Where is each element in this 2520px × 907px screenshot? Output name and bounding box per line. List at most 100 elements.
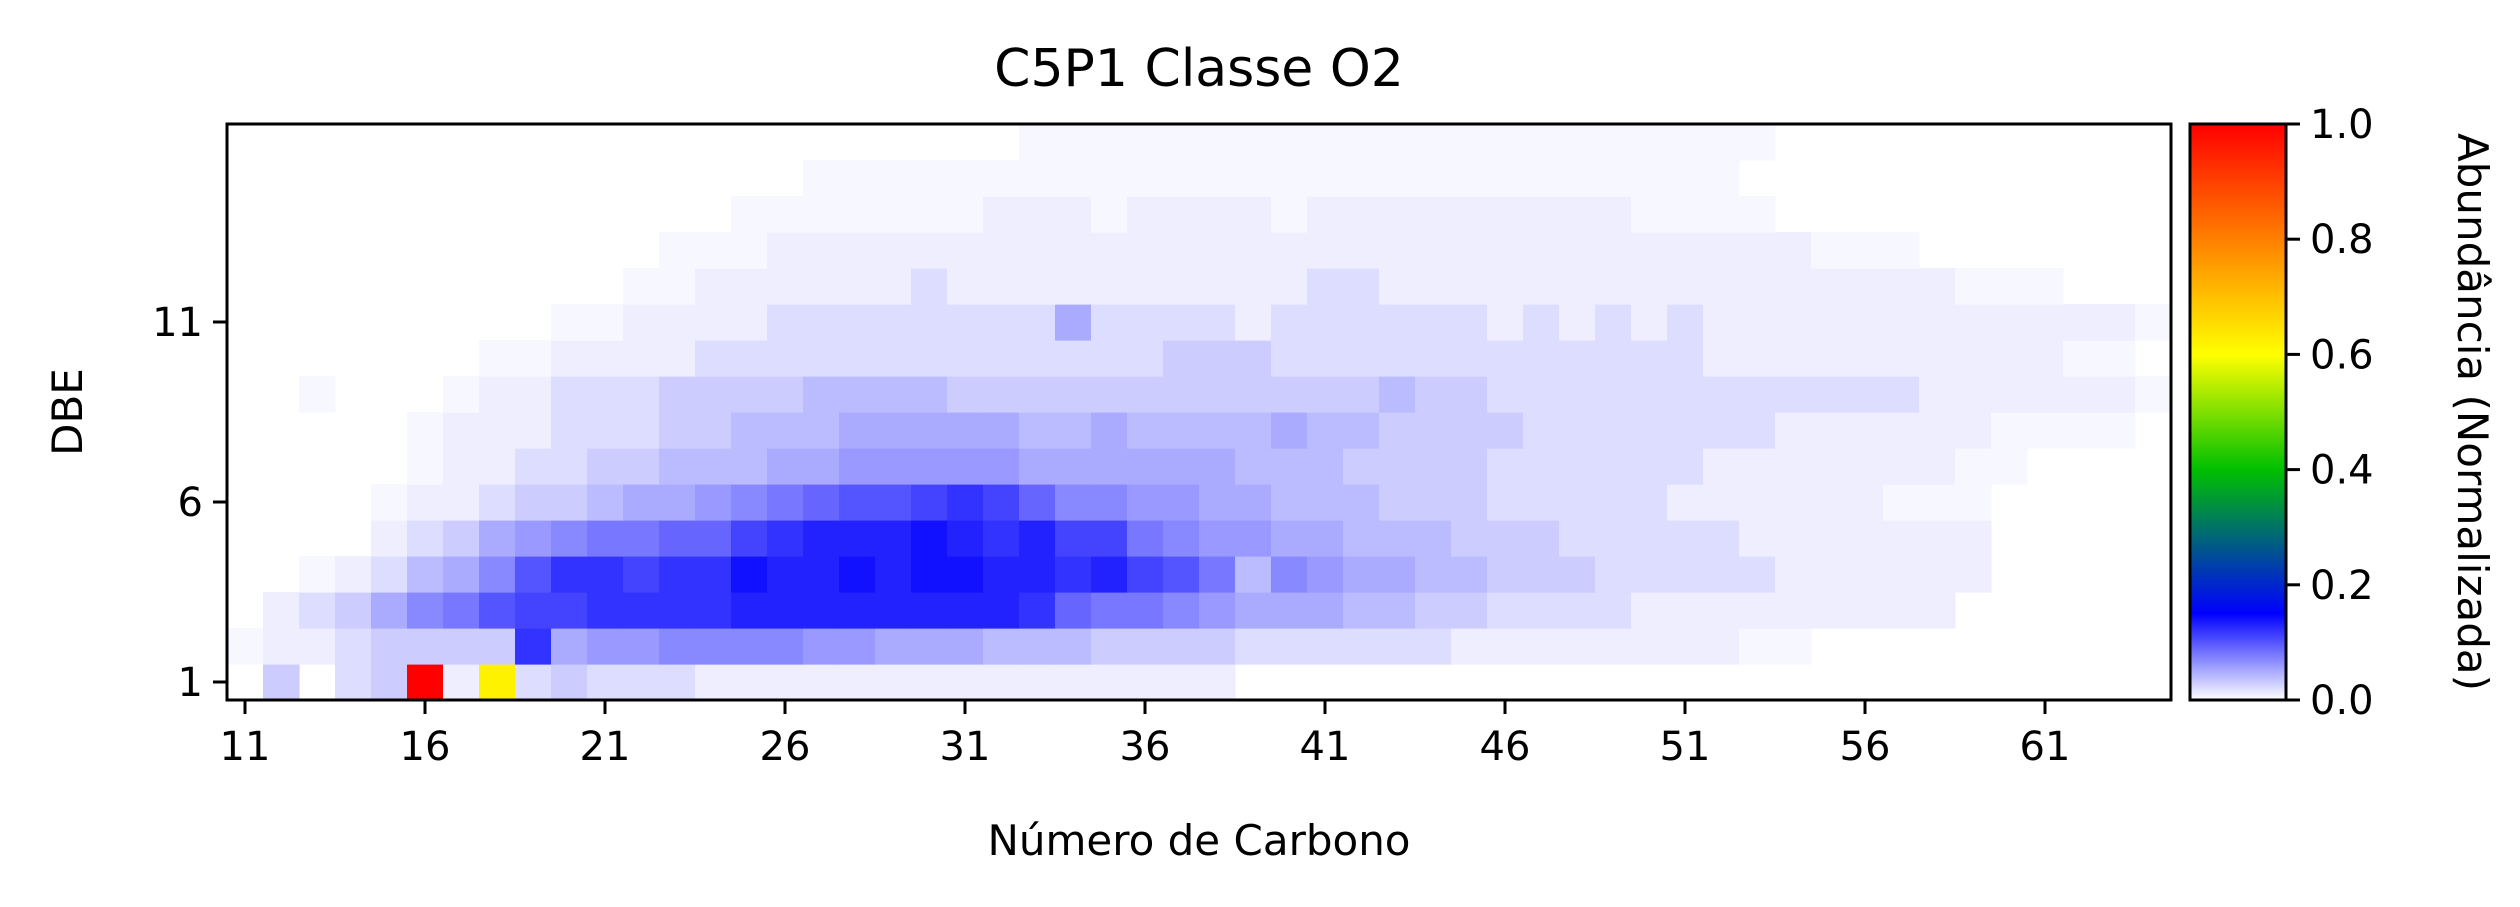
heatmap-cell (1883, 304, 1920, 341)
heatmap-cell (1955, 520, 1992, 557)
heatmap-cell (695, 592, 732, 629)
heatmap-cell (1307, 376, 1344, 413)
heatmap-cell (1127, 268, 1164, 305)
heatmap-cell (1811, 232, 1848, 269)
heatmap-cell (983, 412, 1020, 449)
heatmap-cell (1415, 340, 1452, 377)
heatmap-cell (443, 520, 480, 557)
heatmap-cell (587, 484, 624, 521)
heatmap-cell (1919, 520, 1956, 557)
heatmap-cell (1163, 232, 1200, 269)
heatmap-cell (1415, 196, 1452, 233)
chart-title: C5P1 Classe O2 (994, 39, 1404, 99)
heatmap-cell (1235, 268, 1272, 305)
heatmap-cell (1091, 304, 1128, 341)
heatmap-cell (1235, 124, 1272, 161)
heatmap-cell (2027, 376, 2064, 413)
heatmap-cell (1775, 232, 1812, 269)
heatmap-cell (1595, 340, 1632, 377)
y-tick-label: 1 (178, 660, 203, 706)
heatmap-cell (1271, 484, 1308, 521)
heatmap-cell (1523, 160, 1560, 197)
heatmap-cell (911, 484, 948, 521)
heatmap-cell (371, 520, 408, 557)
heatmap-cell (371, 484, 408, 521)
heatmap-cell (1811, 340, 1848, 377)
heatmap-cell (803, 232, 840, 269)
heatmap-cell (1559, 232, 1596, 269)
heatmap-cell (1595, 232, 1632, 269)
heatmap-cell (1019, 412, 1056, 449)
heatmap-cell (695, 484, 732, 521)
heatmap-cell (1883, 484, 1920, 521)
heatmap-cell (1127, 376, 1164, 413)
heatmap-cell (1595, 196, 1632, 233)
x-tick-label: 16 (400, 724, 451, 770)
heatmap-cell (407, 628, 444, 665)
heatmap-cell (1883, 592, 1920, 629)
heatmap-cell (1703, 340, 1740, 377)
heatmap-cell (1055, 268, 1092, 305)
heatmap-cell (1271, 628, 1308, 665)
heatmap-cell (1739, 232, 1776, 269)
heatmap-cell (443, 412, 480, 449)
heatmap-cell (1847, 592, 1884, 629)
heatmap-cell (1163, 448, 1200, 485)
heatmap-cell (479, 376, 516, 413)
heatmap-cell (1055, 124, 1092, 161)
heatmap-cell (1631, 556, 1668, 593)
heatmap-cell (1091, 160, 1128, 197)
heatmap-cell (1631, 376, 1668, 413)
heatmap-cell (1019, 232, 1056, 269)
heatmap-cell (407, 412, 444, 449)
heatmap-cell (1559, 160, 1596, 197)
heatmap-cell (803, 628, 840, 665)
heatmap-cell (1487, 232, 1524, 269)
heatmap-cell (1667, 340, 1704, 377)
heatmap-cell (947, 628, 984, 665)
heatmap-cell (731, 664, 768, 700)
heatmap-cell (1811, 304, 1848, 341)
heatmap-cell (1451, 412, 1488, 449)
heatmap-cell (767, 628, 804, 665)
heatmap-cell (1847, 448, 1884, 485)
heatmap-cell (1847, 340, 1884, 377)
heatmap-cell (839, 592, 876, 629)
heatmap-cell (1523, 268, 1560, 305)
heatmap-cell (911, 376, 948, 413)
heatmap-cell (1127, 664, 1164, 700)
heatmap-cell (875, 376, 912, 413)
heatmap-cell (659, 520, 696, 557)
heatmap-cell (695, 556, 732, 593)
heatmap-cell (1667, 484, 1704, 521)
heatmap-cell (1055, 520, 1092, 557)
colorbar-tick-label: 0.2 (2310, 563, 2374, 609)
heatmap-cell (407, 448, 444, 485)
heatmap-cell (2135, 304, 2171, 341)
heatmap-cell (1847, 304, 1884, 341)
heatmap-cell (1415, 592, 1452, 629)
heatmap-cell (587, 376, 624, 413)
heatmap-cell (1235, 232, 1272, 269)
heatmap-cell (1487, 268, 1524, 305)
heatmap-cell (1991, 448, 2028, 485)
heatmap-cell (1379, 196, 1416, 233)
heatmap-cell (1019, 268, 1056, 305)
heatmap-cell (1451, 124, 1488, 161)
heatmap-cell (947, 232, 984, 269)
heatmap-cell (2063, 340, 2100, 377)
heatmap-cell (1199, 628, 1236, 665)
y-tick-label: 11 (152, 300, 203, 346)
heatmap-cell (1559, 340, 1596, 377)
heatmap-cell (479, 592, 516, 629)
heatmap-cell (1919, 376, 1956, 413)
heatmap-cell (1739, 304, 1776, 341)
heatmap-cell (1055, 340, 1092, 377)
heatmap-cell (875, 628, 912, 665)
heatmap-cell (1595, 520, 1632, 557)
heatmap-cell (1775, 304, 1812, 341)
heatmap-cell (1667, 412, 1704, 449)
heatmap-cell (1595, 304, 1632, 341)
heatmap-cell (551, 556, 588, 593)
